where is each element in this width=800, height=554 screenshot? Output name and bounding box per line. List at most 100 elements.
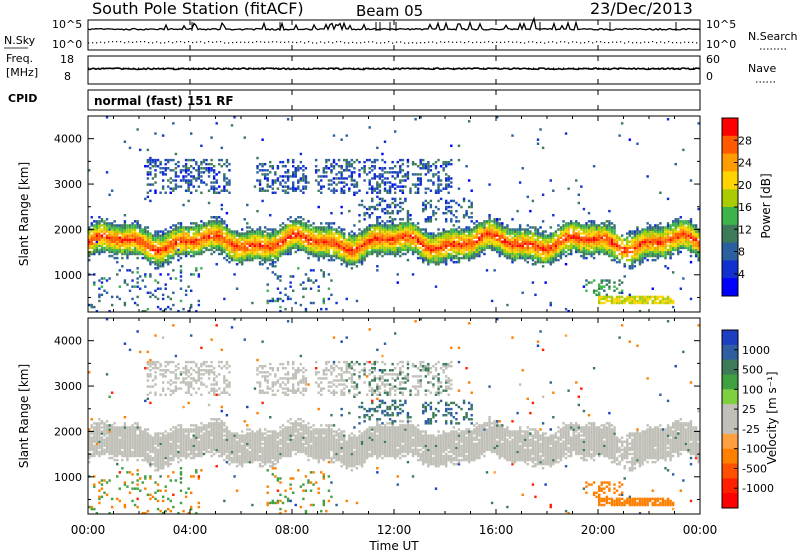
power-cell [577,234,580,237]
power-cell [406,228,410,231]
power-cell [383,167,387,170]
power-cell [480,234,484,237]
power-cell [179,169,183,172]
nave-dot [503,67,505,69]
power-cell [414,226,417,229]
power-cell [110,295,114,299]
power-cell [603,301,606,305]
power-cell [562,230,565,233]
power-cell [116,226,119,229]
power-cell [149,199,152,203]
power-cell [569,244,573,248]
power-cell [263,177,267,180]
power-cell [432,162,435,166]
power-cell [141,230,144,233]
power-cell [608,230,611,233]
power-cell [557,244,560,248]
power-cell [411,183,415,186]
power-cell [552,189,555,192]
nsearch-dot [568,42,570,44]
power-cell [276,165,280,168]
power-cell [638,234,642,237]
power-cell [93,242,96,246]
power-cell [371,189,374,192]
power-cell [118,228,121,231]
power-cell [322,254,325,258]
power-cell [480,250,484,254]
power-cell [590,236,593,239]
power-cell [445,238,448,241]
power-cell [207,222,211,225]
power-cell [271,263,274,266]
power-cell [534,246,537,250]
power-cell [154,236,157,239]
power-cell [121,252,124,256]
power-cell [603,230,606,233]
nsky-label: N.Sky [4,34,36,47]
power-cell [307,240,310,243]
power-cell [531,281,535,284]
power-cell [483,236,486,239]
nsearch-dot [232,42,234,44]
power-cell [355,254,359,258]
power-cell [116,295,119,299]
power-cell [243,258,246,262]
power-cell [200,232,203,235]
power-cell [133,230,137,233]
power-cell [391,175,394,178]
power-cell [263,248,267,252]
power-cell [131,224,134,227]
power-cell [279,175,282,178]
power-cell [613,246,616,250]
power-cell [618,246,621,250]
nave-dot [313,67,315,69]
power-cell [177,222,180,225]
power-cell [174,277,178,280]
nsearch-dot [460,41,462,43]
power-cell [447,162,450,166]
power-cell [582,224,586,227]
power-cell [404,228,407,231]
power-cell [281,238,285,241]
power-cell [358,238,361,241]
power-cell [534,250,537,254]
power-cell [518,246,522,250]
power-cell [376,220,379,223]
nsearch-dot [152,42,154,44]
power-cell [409,226,412,229]
power-cell [547,238,550,241]
power-cell [654,226,657,229]
power-cell [649,224,652,227]
power-cell [373,165,376,168]
power-cell [399,224,402,227]
power-cell [238,256,241,260]
power-cell [139,275,142,278]
power-cell [585,289,588,292]
power-cell [256,232,259,235]
power-cell [391,248,394,252]
nave-dot [468,67,470,69]
power-cell [646,248,649,252]
power-cell [154,248,157,252]
power-cell [100,224,104,227]
power-cell [309,252,313,256]
power-cell [228,256,231,260]
power-cell [159,258,162,262]
power-cell [452,254,456,258]
power-cell [603,238,606,241]
power-cell [470,211,473,215]
power-cell [304,246,308,250]
nave-dot [408,67,410,69]
power-cell [631,246,634,250]
power-cell [202,242,206,246]
power-cell [452,260,456,264]
beam-label: Beam 05 [356,2,423,20]
power-cell [404,240,407,243]
power-cell [128,226,132,229]
power-cell [299,242,303,246]
power-cell [615,238,619,241]
power-cell [307,181,310,184]
power-cell [233,258,236,262]
power-cell [292,160,295,164]
power-cell [228,169,231,172]
